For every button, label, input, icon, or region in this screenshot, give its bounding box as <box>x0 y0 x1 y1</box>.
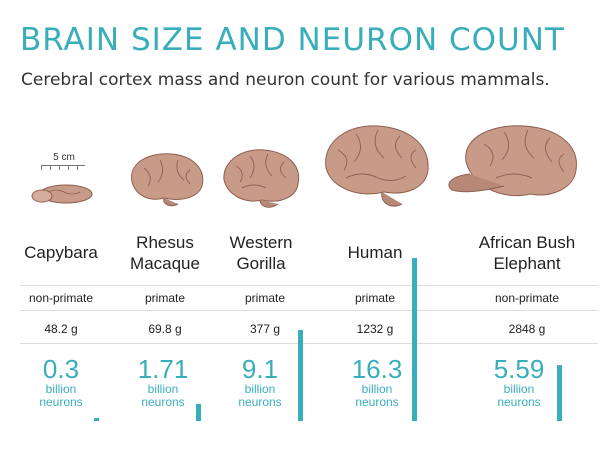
mass-western-gorilla: 377 g <box>249 322 281 336</box>
name-line: Gorilla <box>236 254 286 273</box>
neurons-western-gorilla: 9.1 billion neurons <box>205 355 315 409</box>
category-rhesus-macaque: primate <box>144 291 185 305</box>
mass-african-bush-elephant: 2848 g <box>508 322 546 336</box>
unit-billion: billion <box>503 382 535 396</box>
unit-neurons: neurons <box>141 395 185 409</box>
macaque-brain-icon <box>131 153 204 207</box>
neurons-rhesus-macaque: 1.71 billion neurons <box>108 355 218 409</box>
name-african-bush-elephant: African Bush Elephant <box>452 232 602 274</box>
neuron-count-label: 16.3 <box>351 354 403 384</box>
scale-label: 5 cm <box>53 152 75 163</box>
gorilla-brain-icon <box>223 149 300 208</box>
neuron-count-label: 9.1 <box>241 354 279 384</box>
unit-billion: billion <box>244 382 276 396</box>
neuron-bar-human <box>412 258 417 421</box>
capybara-brain-icon <box>31 184 93 204</box>
unit-billion: billion <box>147 382 179 396</box>
name-line: Rhesus <box>136 233 194 252</box>
category-african-bush-elephant: non-primate <box>494 291 560 305</box>
neuron-bar-western-gorilla <box>298 330 303 421</box>
unit-neurons: neurons <box>238 395 282 409</box>
name-western-gorilla: Western Gorilla <box>206 232 316 274</box>
neuron-bar-capybara <box>94 418 99 421</box>
divider-top <box>20 285 598 286</box>
scale-bar <box>41 165 85 170</box>
divider-bottom <box>20 343 598 344</box>
elephant-brain-icon <box>448 125 577 197</box>
unit-neurons: neurons <box>39 395 83 409</box>
mass-rhesus-macaque: 69.8 g <box>148 322 182 336</box>
name-line: Macaque <box>130 254 200 273</box>
name-rhesus-macaque: Rhesus Macaque <box>110 232 220 274</box>
neuron-count-label: 0.3 <box>42 354 80 384</box>
name-line: Capybara <box>24 243 98 262</box>
human-brain-icon <box>325 125 429 207</box>
mass-human: 1232 g <box>356 322 394 336</box>
chart-subtitle: Cerebral cortex mass and neuron count fo… <box>21 70 550 90</box>
name-line: Human <box>347 243 403 262</box>
unit-billion: billion <box>45 382 77 396</box>
neurons-capybara: 0.3 billion neurons <box>6 355 116 409</box>
name-human: Human <box>320 242 430 263</box>
neuron-count-label: 1.71 <box>137 354 189 384</box>
neuron-bar-african-bush-elephant <box>557 365 562 421</box>
name-capybara: Capybara <box>6 242 116 263</box>
divider-middle <box>20 310 598 311</box>
unit-billion: billion <box>361 382 393 396</box>
neuron-bar-rhesus-macaque <box>196 403 201 421</box>
unit-neurons: neurons <box>355 395 399 409</box>
name-line: Western <box>229 233 293 252</box>
unit-neurons: neurons <box>497 395 541 409</box>
category-western-gorilla: primate <box>244 291 285 305</box>
neurons-african-bush-elephant: 5.59 billion neurons <box>464 355 574 409</box>
mass-capybara: 48.2 g <box>44 322 78 336</box>
neurons-human: 16.3 billion neurons <box>322 355 432 409</box>
name-line: Elephant <box>493 254 561 273</box>
category-human: primate <box>354 291 395 305</box>
category-capybara: non-primate <box>28 291 94 305</box>
neuron-count-label: 5.59 <box>493 354 545 384</box>
name-line: African Bush <box>478 233 576 252</box>
chart-title: BRAIN SIZE AND NEURON COUNT <box>20 22 565 58</box>
